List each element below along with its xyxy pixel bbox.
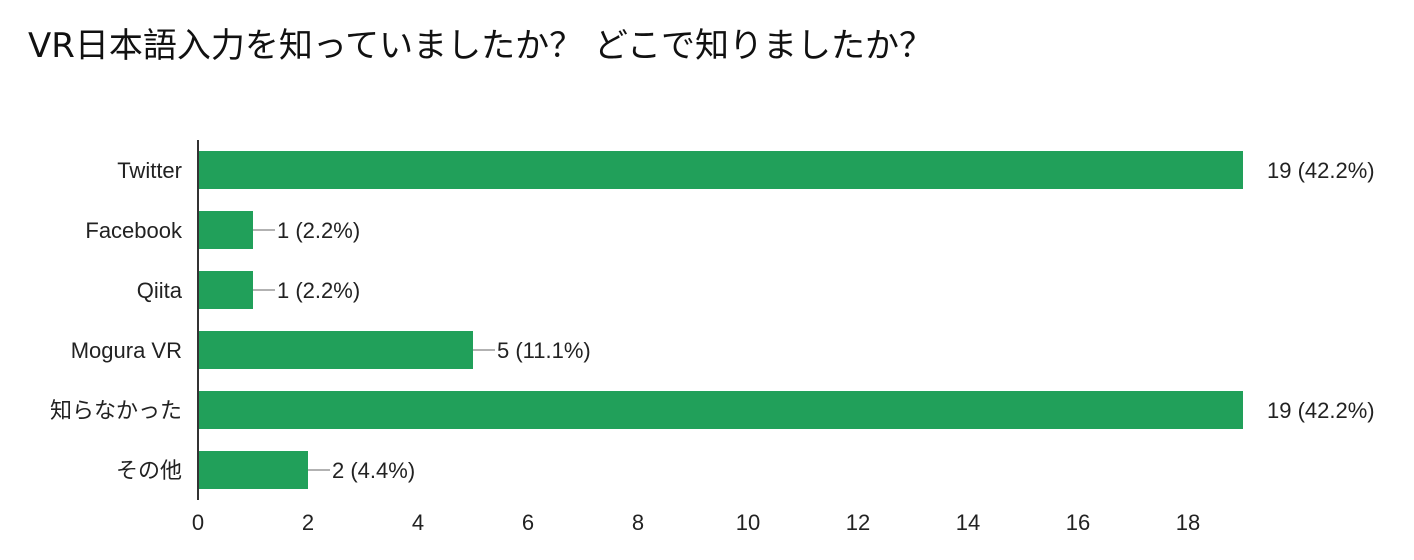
value-label: 19 (42.2%) — [1267, 158, 1375, 183]
value-label: 1 (2.2%) — [277, 218, 360, 243]
labels-layer: Twitter 19 (42.2%) Facebook 1 (2.2%) Qiita 1 … — [50, 158, 1375, 483]
bar-1 — [198, 211, 253, 249]
value-label: 1 (2.2%) — [277, 278, 360, 303]
x-tick-label: 10 — [736, 510, 760, 535]
bar-4 — [198, 391, 1243, 429]
value-label: 2 (4.4%) — [332, 458, 415, 483]
x-tick-label: 18 — [1176, 510, 1200, 535]
chart-title: VR日本語入力を知っていましたか？ どこで知りましたか？ — [28, 26, 933, 66]
x-tick-label: 4 — [412, 510, 424, 535]
x-tick-label: 2 — [302, 510, 314, 535]
x-tick-label: 12 — [846, 510, 870, 535]
category-label: Facebook — [85, 218, 183, 243]
category-label: その他 — [116, 458, 182, 483]
value-label: 19 (42.2%) — [1267, 398, 1375, 423]
axis-layer: 0 2 4 6 8 10 12 14 16 18 — [192, 140, 1200, 535]
bars-layer — [198, 151, 1243, 489]
x-tick-label: 14 — [956, 510, 980, 535]
category-label: Twitter — [117, 158, 182, 183]
category-label: Mogura VR — [71, 338, 182, 363]
bar-0 — [198, 151, 1243, 189]
value-label: 5 (11.1%) — [497, 338, 591, 363]
category-label: 知らなかった — [50, 398, 182, 423]
bar-3 — [198, 331, 473, 369]
x-tick-label: 6 — [522, 510, 534, 535]
category-label: Qiita — [137, 278, 183, 303]
bar-2 — [198, 271, 253, 309]
bar-5 — [198, 451, 308, 489]
x-tick-label: 0 — [192, 510, 204, 535]
x-tick-label: 8 — [632, 510, 644, 535]
x-tick-label: 16 — [1066, 510, 1090, 535]
